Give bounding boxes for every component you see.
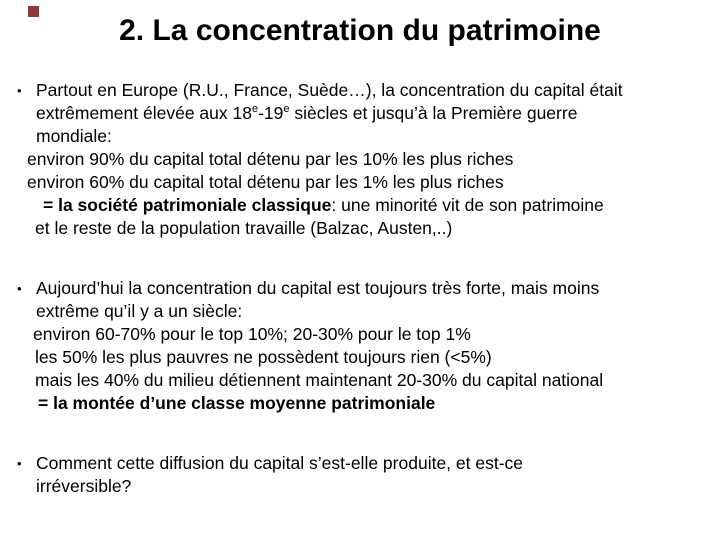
superscript-e-icon: e bbox=[251, 103, 259, 116]
bullet1-subline-3-bold: = la société patrimoniale classique bbox=[43, 195, 332, 215]
bullet-item-2: • Aujourd’hui la concentration du capita… bbox=[0, 277, 720, 415]
bullet2-line1-text: Aujourd’hui la concentration du capital … bbox=[36, 278, 600, 298]
slide-body: • Partout en Europe (R.U., France, Suède… bbox=[0, 79, 720, 498]
bullet-marker-icon: • bbox=[17, 456, 22, 471]
bullet-marker-icon: • bbox=[17, 281, 22, 296]
superscript-e-icon: e bbox=[283, 103, 290, 116]
bullet2-subline-4: = la montée d’une classe moyenne patrimo… bbox=[38, 393, 436, 413]
bullet3-line2: irréversible? bbox=[36, 476, 132, 496]
bullet3-line1-text: Comment cette diffusion du capital s’est… bbox=[36, 453, 524, 473]
accent-square bbox=[28, 6, 39, 17]
bullet2-line2: extrême qu’il y a un siècle: bbox=[36, 301, 243, 321]
bullet1-line3: mondiale: bbox=[36, 126, 112, 146]
bullet1-line2-text-a: extrêmement élevée aux 18 bbox=[36, 103, 252, 123]
bullet2-subline-2: les 50% les plus pauvres ne possèdent to… bbox=[35, 347, 492, 367]
bullet1-subline-3-rest: : une minorité vit de son patrimoine bbox=[331, 195, 604, 215]
bullet1-subline-3: = la société patrimoniale classique: une… bbox=[0, 194, 720, 217]
bullet1-line2-text-c: siècles et jusqu’à la Première guerre bbox=[289, 103, 578, 123]
bullet1-line2: extrêmement élevée aux 18e-19e siècles e… bbox=[0, 102, 720, 125]
bullet2-line1: • Aujourd’hui la concentration du capita… bbox=[0, 277, 720, 300]
page-title: 2. La concentration du patrimoine bbox=[119, 14, 601, 47]
bullet1-subline-2: environ 60% du capital total détenu par … bbox=[27, 172, 504, 192]
bullet3-line1: • Comment cette diffusion du capital s’e… bbox=[0, 452, 720, 475]
bullet-item-3: • Comment cette diffusion du capital s’e… bbox=[0, 452, 720, 498]
bullet-marker-icon: • bbox=[17, 83, 22, 98]
bullet1-subline-4: et le reste de la population travaille (… bbox=[35, 218, 453, 238]
bullet1-line2-text-b: -19 bbox=[258, 103, 284, 123]
bullet2-subline-1: environ 60-70% pour le top 10%; 20-30% p… bbox=[33, 324, 471, 344]
bullet1-line1: • Partout en Europe (R.U., France, Suède… bbox=[0, 79, 720, 102]
bullet1-subline-1: environ 90% du capital total détenu par … bbox=[27, 149, 514, 169]
bullet2-subline-3: mais les 40% du milieu détiennent mainte… bbox=[35, 370, 604, 390]
bullet-item-1: • Partout en Europe (R.U., France, Suède… bbox=[0, 79, 720, 240]
bullet1-line1-text: Partout en Europe (R.U., France, Suède…)… bbox=[36, 80, 623, 100]
